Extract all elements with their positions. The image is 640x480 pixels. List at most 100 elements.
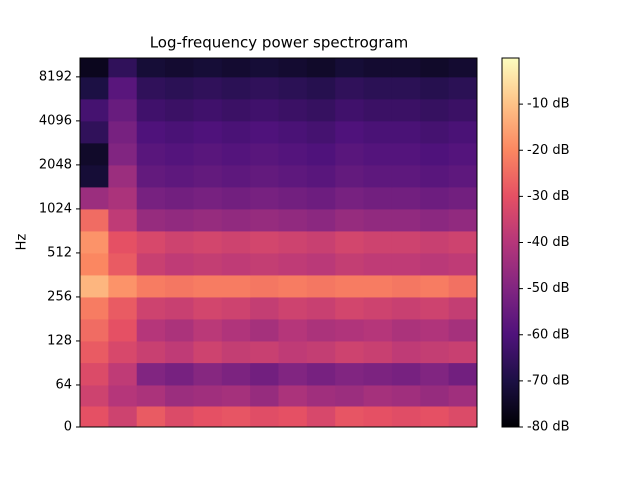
- cell: [448, 208, 478, 232]
- cell: [193, 405, 223, 428]
- cell: [363, 362, 393, 386]
- cell: [165, 384, 194, 407]
- cell: [391, 120, 421, 144]
- cell: [391, 76, 421, 100]
- cell: [363, 120, 393, 144]
- cell: [165, 208, 194, 232]
- cell: [165, 186, 194, 210]
- cell: [448, 318, 478, 342]
- cell: [391, 208, 421, 232]
- cell: [108, 120, 138, 144]
- cell: [278, 76, 308, 100]
- cell: [448, 340, 478, 364]
- cell: [278, 142, 308, 166]
- cell: [108, 142, 138, 166]
- cell: [306, 164, 336, 188]
- cell: [136, 318, 166, 342]
- cell: [448, 405, 478, 428]
- cell: [136, 58, 166, 78]
- cell: [335, 142, 365, 166]
- cell: [420, 186, 450, 210]
- cell: [193, 230, 223, 254]
- cell: [391, 296, 421, 320]
- cell: [250, 142, 279, 166]
- cell: [250, 252, 279, 276]
- cell: [221, 274, 251, 298]
- cell: [193, 296, 223, 320]
- cell: [448, 98, 478, 122]
- cell: [278, 296, 308, 320]
- cell: [165, 340, 194, 364]
- heatmap: [80, 58, 478, 428]
- cell: [193, 98, 223, 122]
- cell: [391, 362, 421, 386]
- cell: [221, 98, 251, 122]
- cell: [108, 208, 138, 232]
- cell: [335, 164, 365, 188]
- cell: [193, 384, 223, 407]
- cell: [448, 230, 478, 254]
- cell: [448, 76, 478, 100]
- cell: [250, 230, 279, 254]
- cell: [306, 208, 336, 232]
- cell: [108, 186, 138, 210]
- cell: [335, 296, 365, 320]
- cell: [391, 186, 421, 210]
- cell: [335, 252, 365, 276]
- cell: [420, 230, 450, 254]
- cell: [448, 142, 478, 166]
- cell: [221, 384, 251, 407]
- cell: [136, 252, 166, 276]
- cell: [335, 186, 365, 210]
- cell: [80, 340, 109, 364]
- cell: [306, 252, 336, 276]
- cell: [80, 164, 109, 188]
- cell: [165, 274, 194, 298]
- cell: [306, 318, 336, 342]
- cell: [363, 186, 393, 210]
- cell: [391, 98, 421, 122]
- cell: [193, 208, 223, 232]
- cell: [363, 208, 393, 232]
- cell: [420, 98, 450, 122]
- cell: [80, 296, 109, 320]
- cell: [250, 120, 279, 144]
- cell: [165, 76, 194, 100]
- cell: [306, 362, 336, 386]
- cell: [250, 164, 279, 188]
- cell: [420, 384, 450, 407]
- cell: [80, 318, 109, 342]
- cell: [306, 142, 336, 166]
- cell: [250, 58, 279, 78]
- cell: [278, 405, 308, 428]
- cell: [391, 164, 421, 188]
- y-tick-label: 1024: [39, 201, 72, 216]
- cell: [391, 142, 421, 166]
- cell: [448, 186, 478, 210]
- cell: [306, 98, 336, 122]
- cell: [193, 76, 223, 100]
- cell: [221, 296, 251, 320]
- cell: [80, 76, 109, 100]
- cell: [80, 252, 109, 276]
- cell: [420, 120, 450, 144]
- cell: [420, 362, 450, 386]
- cell: [136, 142, 166, 166]
- cell: [108, 274, 138, 298]
- cell: [136, 120, 166, 144]
- cell: [335, 208, 365, 232]
- cell: [80, 230, 109, 254]
- cell: [136, 76, 166, 100]
- cell: [335, 98, 365, 122]
- colorbar-tick-label: -30 dB: [527, 189, 570, 204]
- cell: [306, 274, 336, 298]
- cell: [420, 296, 450, 320]
- cell: [250, 384, 279, 407]
- cell: [136, 274, 166, 298]
- cell: [221, 142, 251, 166]
- cell: [278, 164, 308, 188]
- cell: [193, 340, 223, 364]
- cell: [221, 58, 251, 78]
- cell: [221, 76, 251, 100]
